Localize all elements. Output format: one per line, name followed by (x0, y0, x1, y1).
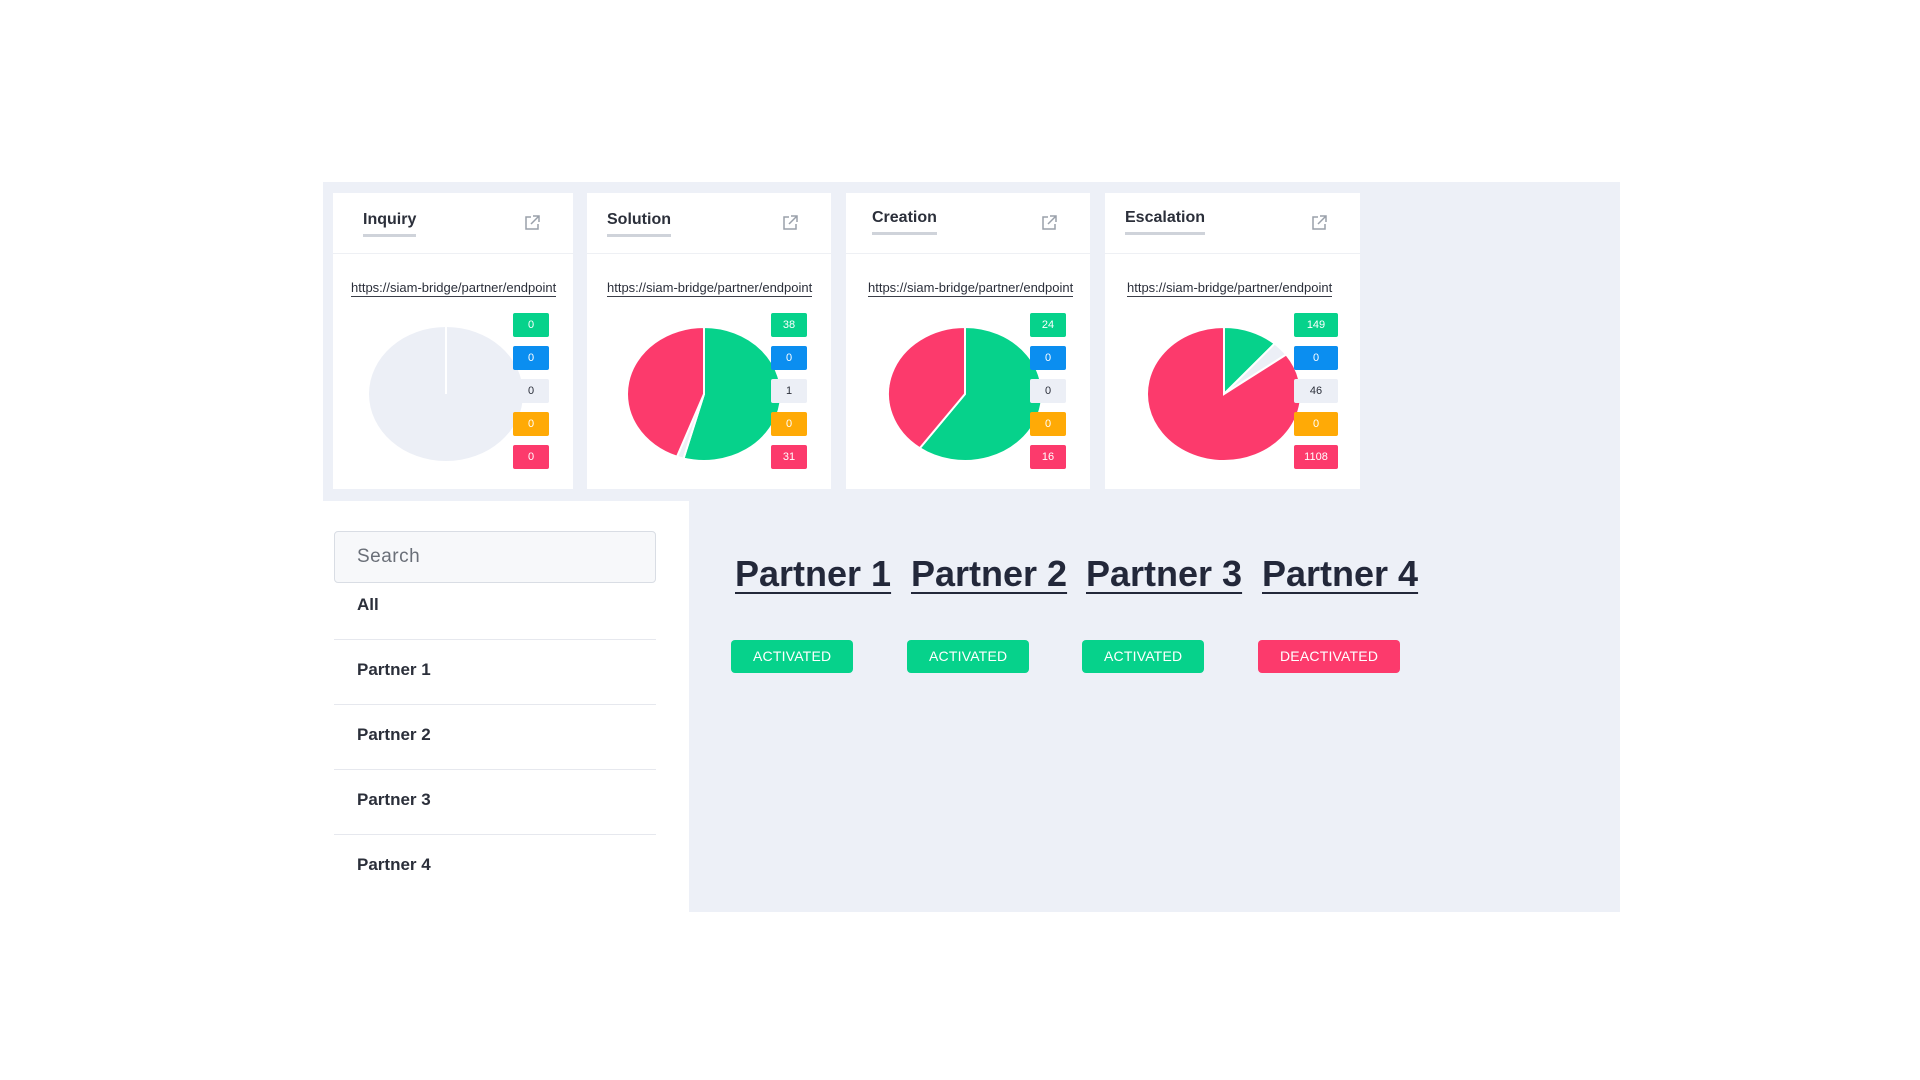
badge-grey: 0 (513, 379, 549, 403)
partner-name-link[interactable]: Partner 3 (1086, 553, 1243, 594)
external-link-icon[interactable] (523, 214, 541, 232)
badge-grey: 0 (1030, 379, 1066, 403)
status-badges: 0 0 0 0 0 (513, 313, 549, 478)
card-title: Creation (872, 209, 937, 235)
partner-name-link[interactable]: Partner 4 (1262, 553, 1419, 594)
badge-green: 38 (771, 313, 807, 337)
badge-red: 1108 (1294, 445, 1338, 469)
card-creation: Creation https://siam-bridge/partner/end… (846, 193, 1090, 489)
badge-grey: 46 (1294, 379, 1338, 403)
partner-sidebar: All Partner 1 Partner 2 Partner 3 Partne… (323, 501, 689, 912)
status-badge: ACTIVATED (731, 640, 854, 673)
partner-name-link[interactable]: Partner 2 (911, 553, 1068, 594)
external-link-icon[interactable] (1310, 214, 1328, 232)
status-badge: ACTIVATED (1082, 640, 1205, 673)
card-header: Inquiry (333, 193, 573, 254)
badge-orange: 0 (771, 412, 807, 436)
status-badge: ACTIVATED (907, 640, 1030, 673)
card-solution: Solution https://siam-bridge/partner/end… (587, 193, 831, 489)
pie-slice-red (1146, 325, 1302, 462)
partner-name-link[interactable]: Partner 1 (735, 553, 892, 594)
card-header: Creation (846, 193, 1090, 254)
badge-green: 0 (513, 313, 549, 337)
status-badges: 24 0 0 0 16 (1030, 313, 1066, 478)
partner-card: Partner 3 ACTIVATED (1082, 553, 1272, 673)
list-item-partner-2[interactable]: Partner 2 (334, 705, 656, 770)
pie-chart (369, 327, 523, 461)
card-header: Solution (587, 193, 831, 254)
badge-orange: 0 (1294, 412, 1338, 436)
partner-card: Partner 2 ACTIVATED (907, 553, 1097, 673)
list-item-partner-4[interactable]: Partner 4 (357, 855, 431, 874)
card-inquiry: Inquiry https://siam-bridge/partner/endp… (333, 193, 573, 489)
pie-chart (887, 325, 1043, 462)
card-title: Inquiry (363, 211, 417, 237)
endpoint-url-link[interactable]: https://siam-bridge/partner/endpoint (868, 280, 1074, 297)
search-input[interactable] (334, 531, 656, 583)
badge-blue: 0 (771, 346, 807, 370)
pie-chart (1146, 325, 1302, 462)
endpoint-url-link[interactable]: https://siam-bridge/partner/endpoint (607, 280, 813, 297)
badge-green: 149 (1294, 313, 1338, 337)
card-escalation: Escalation https://siam-bridge/partner/e… (1105, 193, 1360, 489)
card-title: Escalation (1125, 209, 1206, 235)
badge-blue: 0 (1294, 346, 1338, 370)
external-link-icon[interactable] (1040, 214, 1058, 232)
pie-slice-red (626, 325, 705, 458)
badge-grey: 1 (771, 379, 807, 403)
list-item-all[interactable]: All (334, 585, 656, 640)
list-item-partner-3[interactable]: Partner 3 (334, 770, 656, 835)
badge-red: 31 (771, 445, 807, 469)
card-title: Solution (607, 211, 671, 237)
partner-card: Partner 4 DEACTIVATED (1258, 553, 1448, 673)
endpoint-cards: Inquiry https://siam-bridge/partner/endp… (333, 193, 1613, 489)
badge-red: 0 (513, 445, 549, 469)
badge-orange: 0 (1030, 412, 1066, 436)
card-header: Escalation (1105, 193, 1360, 254)
partner-card: Partner 1 ACTIVATED (731, 553, 921, 673)
status-badges: 149 0 46 0 1108 (1294, 313, 1338, 478)
badge-red: 16 (1030, 445, 1066, 469)
badge-orange: 0 (513, 412, 549, 436)
status-badge: DEACTIVATED (1258, 640, 1401, 673)
partner-list: All Partner 1 Partner 2 Partner 3 Partne… (334, 585, 656, 900)
external-link-icon[interactable] (781, 214, 799, 232)
pie-slice-red (887, 325, 966, 450)
list-item-partner-1[interactable]: Partner 1 (334, 640, 656, 705)
pie-chart (626, 325, 782, 462)
badge-blue: 0 (1030, 346, 1066, 370)
badge-blue: 0 (513, 346, 549, 370)
badge-green: 24 (1030, 313, 1066, 337)
endpoint-url-link[interactable]: https://siam-bridge/partner/endpoint (351, 280, 557, 297)
partner-status-panel: Partner 1 ACTIVATED Partner 2 ACTIVATED … (689, 501, 1620, 912)
status-badges: 38 0 1 0 31 (771, 313, 807, 478)
dashboard: Inquiry https://siam-bridge/partner/endp… (323, 182, 1620, 912)
endpoint-url-link[interactable]: https://siam-bridge/partner/endpoint (1127, 280, 1333, 297)
